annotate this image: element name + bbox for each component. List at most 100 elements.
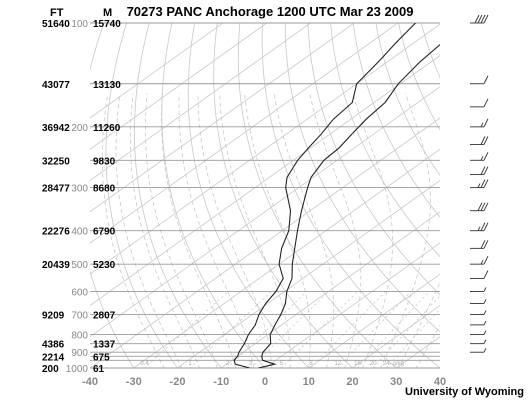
pressure-tick-label: 200	[71, 123, 88, 134]
pressure-tick-label: 300	[71, 184, 88, 195]
credit-label: University of Wyoming	[405, 386, 524, 398]
mixing-ratio-line	[310, 291, 386, 368]
temperature-tick-label: 20	[346, 376, 358, 388]
wind-barb	[470, 14, 489, 24]
isotherm-line	[90, 23, 440, 275]
temperature-tick-label: 10	[303, 376, 315, 388]
mixing-ratio-label: 0.4	[140, 361, 149, 367]
dry-adiabat-line	[375, 23, 440, 177]
temperature-tick-label: 30	[390, 376, 402, 388]
mixing-ratio-label: 20	[370, 361, 377, 367]
wind-barb	[470, 136, 489, 145]
dry-adiabat-line	[261, 23, 440, 368]
height-m-label: 9830	[93, 156, 116, 167]
isotherm-line	[395, 336, 440, 368]
wind-barb	[470, 330, 487, 336]
height-ft-label: 200	[42, 364, 59, 375]
dewpoint-profile-line	[233, 23, 416, 368]
isotherm-line	[90, 86, 440, 338]
pressure-tick-label: 500	[71, 260, 88, 271]
moist-adiabat-line	[398, 281, 440, 368]
mixing-ratio-line	[280, 291, 358, 368]
height-ft-label: 32250	[42, 156, 70, 167]
height-ft-label: 36942	[42, 123, 70, 134]
isotherm-line	[176, 180, 440, 368]
height-ft-label: 22276	[42, 227, 70, 238]
wind-barb	[470, 98, 489, 108]
wind-barb	[470, 310, 487, 316]
moist-adiabat-line	[273, 93, 335, 368]
wind-barb	[470, 320, 487, 326]
wind-barb	[470, 222, 489, 232]
mixing-ratio-label: 3	[249, 361, 253, 367]
moist-adiabat-line	[115, 93, 183, 368]
mixing-ratio-label: 5	[280, 361, 284, 367]
dry-adiabat-line	[330, 23, 440, 258]
mixing-ratio-label: 24	[383, 361, 390, 367]
isotherm-line	[90, 54, 440, 307]
dry-adiabat-line	[352, 23, 440, 218]
height-ft-label: 9209	[42, 311, 65, 322]
mixing-ratio-label: 16	[354, 361, 361, 367]
wind-barb	[470, 299, 487, 304]
mixing-ratio-line	[189, 291, 272, 368]
dry-adiabat-line	[213, 23, 354, 368]
mixing-ratio-label: 12	[334, 361, 341, 367]
mixing-ratio-line	[143, 291, 229, 368]
dry-adiabat-line	[105, 23, 178, 368]
height-m-label: 1337	[93, 340, 116, 351]
wind-barb	[470, 166, 489, 176]
height-m-label: 13130	[93, 80, 121, 91]
pressure-tick-label: 1000	[66, 364, 89, 375]
temperature-tick-label: -10	[213, 376, 229, 388]
dry-adiabat-line	[161, 23, 266, 368]
dry-adiabat-line	[509, 15, 529, 375]
isotherm-line	[439, 367, 440, 368]
temperature-tick-label: -40	[82, 376, 98, 388]
moist-adiabat-line	[415, 324, 440, 368]
wind-barb	[470, 255, 489, 265]
pressure-tick-label: 600	[71, 287, 88, 298]
dry-adiabat-line	[398, 23, 440, 131]
mixing-ratio-unit: g/kg	[393, 361, 404, 367]
mixing-ratio-line	[226, 291, 307, 368]
height-ft-label: 51640	[42, 19, 70, 30]
moist-adiabat-line	[380, 93, 431, 368]
wind-barb	[470, 118, 489, 128]
dry-adiabat-line	[464, 15, 529, 375]
isotherm-line	[133, 148, 440, 368]
dry-adiabat-line	[307, 23, 440, 296]
moist-adiabat-line	[219, 93, 291, 368]
wind-barb	[470, 270, 489, 279]
mixing-ratio-line	[372, 295, 440, 368]
height-m-label: 15740	[93, 19, 121, 30]
isotherm-line	[90, 117, 440, 368]
temperature-tick-label: -30	[126, 376, 142, 388]
mixing-ratio-line	[250, 291, 329, 368]
mixing-ratio-line	[385, 308, 440, 368]
temperature-tick-label: 0	[262, 376, 268, 388]
axis-labels: 0.4 1 2 3 5 8 12 16 20 24 g/kg10020030040050060070…	[42, 19, 446, 388]
height-m-label: 11260	[93, 123, 121, 134]
wind-barb	[470, 75, 489, 85]
isotherm-line	[90, 23, 399, 244]
height-m-label: 6790	[93, 227, 116, 238]
isobar-lines	[90, 22, 440, 369]
isotherm-line	[220, 211, 440, 368]
height-ft-label: 4386	[42, 340, 65, 351]
wind-barb	[470, 240, 489, 249]
pressure-tick-label: 900	[71, 348, 88, 359]
temperature-tick-label: -20	[170, 376, 186, 388]
height-m-label: 8680	[93, 184, 116, 195]
height-ft-label: 20439	[42, 260, 70, 271]
height-m-label: 61	[93, 364, 105, 375]
isotherm-line	[474, 7, 529, 375]
height-m-label: 675	[93, 352, 110, 363]
isotherm-line	[90, 23, 224, 119]
wind-barb	[470, 287, 487, 292]
temperature-profile-line	[258, 43, 440, 368]
mixing-ratio-label: 8	[309, 361, 313, 367]
height-m-label: 5230	[93, 260, 116, 271]
isotherm-line	[90, 23, 312, 181]
